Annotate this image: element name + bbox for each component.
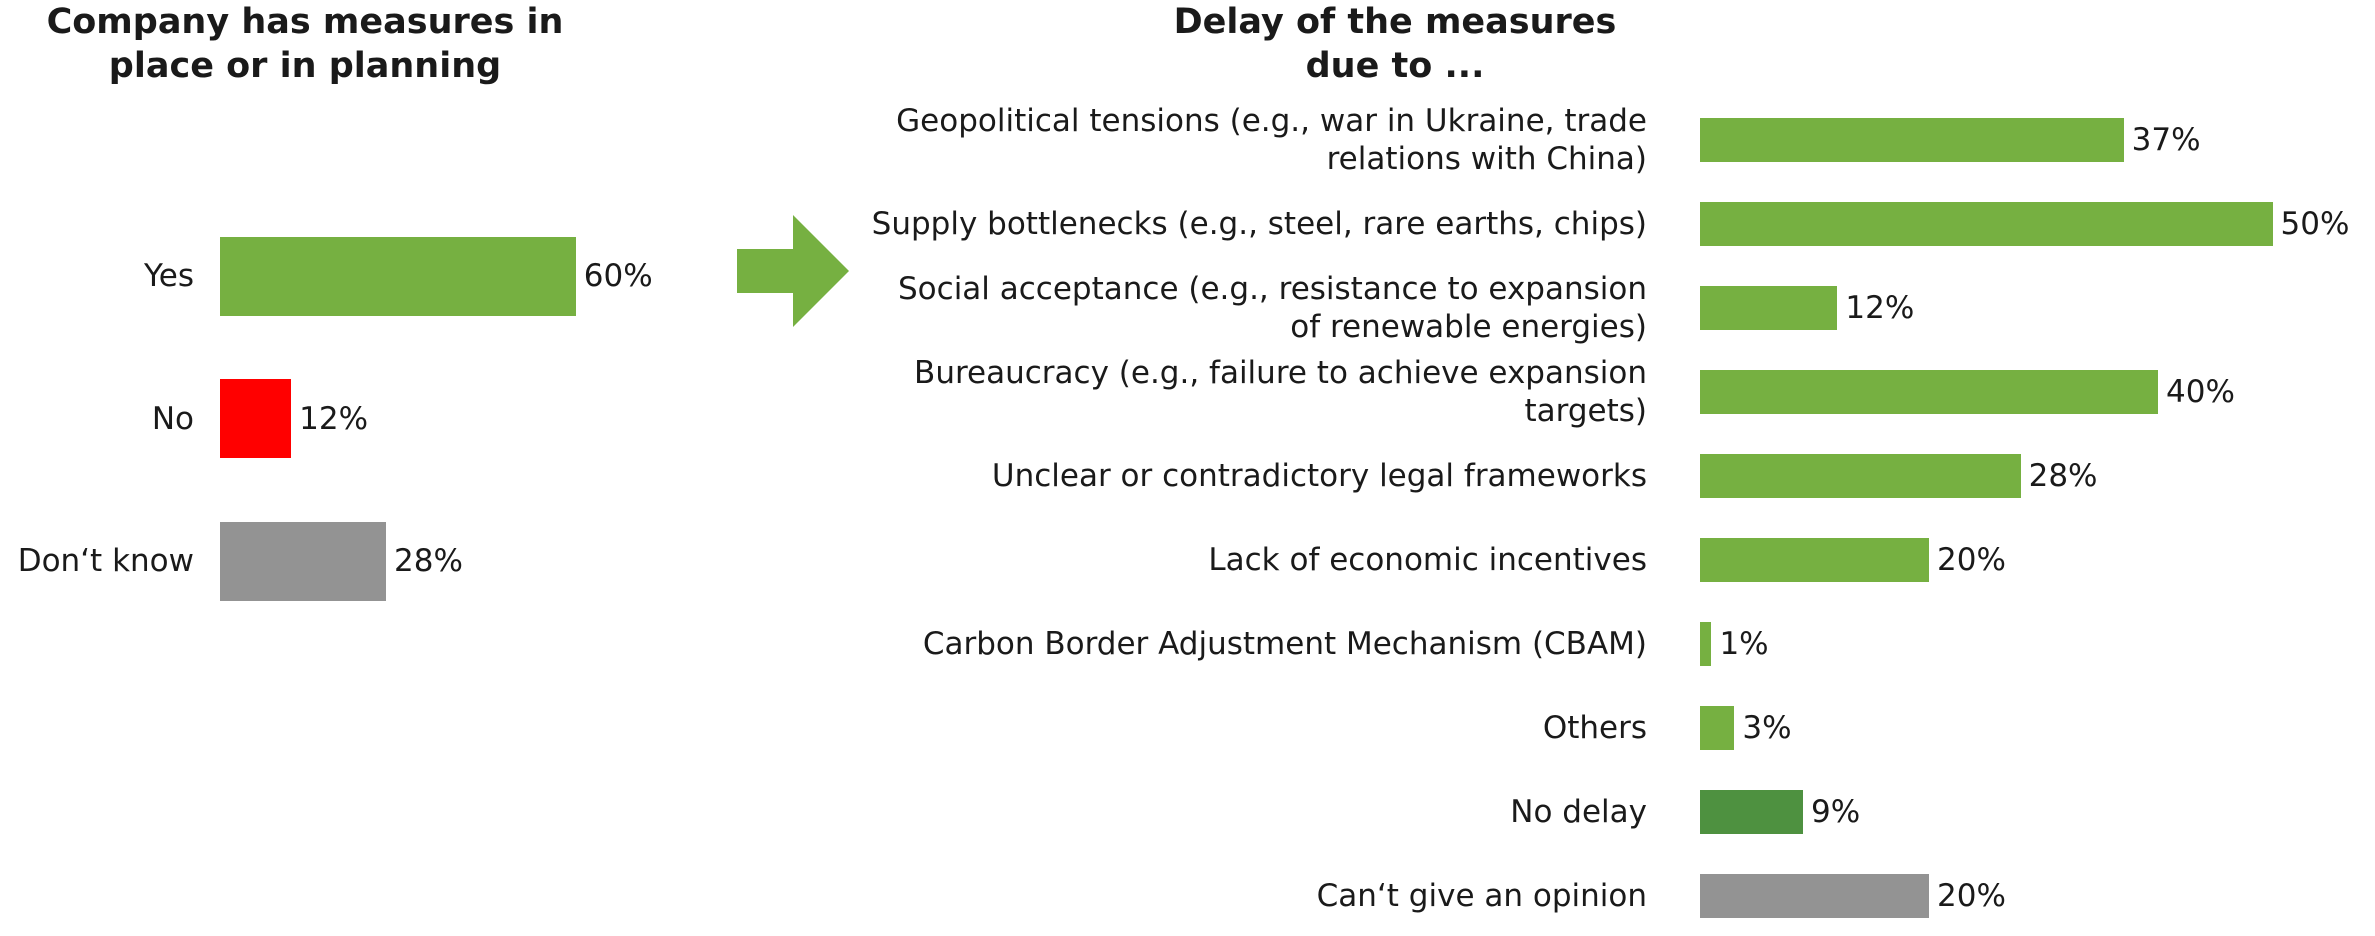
category-label: Lack of economic incentives	[1208, 542, 1647, 578]
category-label: No delay	[1510, 794, 1647, 830]
value-label: 12%	[299, 400, 369, 437]
bar	[1700, 874, 1929, 918]
bar	[220, 379, 292, 458]
bar	[1700, 706, 1735, 750]
category-label: Can‘t give an opinion	[1316, 878, 1647, 914]
right-title: Delay of the measures due to ...	[1173, 2, 1617, 86]
category-label: Carbon Border Adjustment Mechanism (CBAM…	[922, 626, 1647, 662]
category-label: Don‘t know	[17, 543, 194, 579]
bar	[1700, 202, 2273, 246]
bar	[1700, 286, 1838, 330]
bar	[220, 236, 576, 316]
left-title: Company has measures in place or in plan…	[46, 2, 564, 86]
value-label: 20%	[1937, 878, 2006, 914]
value-label: 12%	[1845, 290, 1915, 326]
bar	[1700, 538, 1929, 582]
bar	[1700, 790, 1804, 834]
category-label: Others	[1542, 710, 1647, 746]
value-label: 60%	[583, 258, 653, 294]
value-label: 3%	[1742, 710, 1792, 746]
value-label: 1%	[1719, 626, 1769, 662]
category-label: Supply bottlenecks (e.g., steel, rare ea…	[871, 206, 1647, 242]
bar	[1700, 118, 2124, 162]
bar	[220, 521, 387, 601]
bar	[1700, 370, 2158, 414]
value-label: 28%	[394, 543, 463, 579]
bar	[1700, 622, 1712, 666]
category-label: Unclear or contradictory legal framework…	[991, 458, 1647, 494]
value-label: 28%	[2028, 458, 2098, 494]
category-label: Geopolitical tensions (e.g., war in Ukra…	[896, 103, 1647, 177]
bar	[1700, 454, 2021, 498]
category-label: Yes	[143, 258, 194, 294]
arrow	[737, 215, 849, 327]
value-label: 37%	[2131, 122, 2201, 158]
value-label: 9%	[1811, 794, 1861, 830]
category-label: No	[151, 400, 194, 437]
value-label: 50%	[2280, 206, 2350, 242]
value-label: 40%	[2166, 374, 2235, 410]
value-label: 20%	[1937, 542, 2006, 578]
category-label: Social acceptance (e.g., resistance to e…	[898, 271, 1647, 345]
category-label: Bureaucracy (e.g., failure to achieve ex…	[914, 355, 1647, 429]
